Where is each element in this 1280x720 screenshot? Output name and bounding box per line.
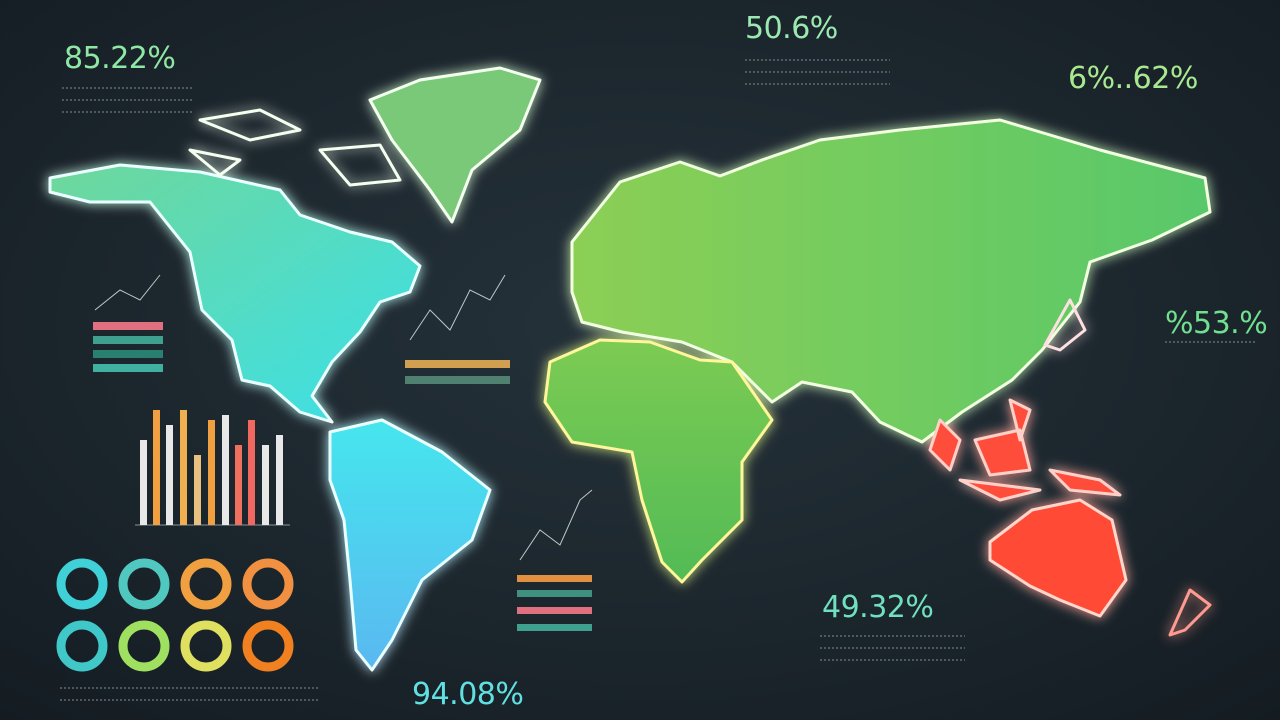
bar-chart — [135, 410, 290, 526]
stat-value: %53.% — [1165, 306, 1267, 341]
ring — [118, 620, 170, 672]
stat-value: 49.32% — [822, 590, 933, 625]
bar — [194, 455, 201, 525]
stat-value: 94.08% — [412, 677, 523, 712]
stat-value: 85.22% — [64, 41, 175, 76]
mini-panels — [60, 59, 1255, 701]
ring — [56, 620, 108, 672]
sparkline — [409, 274, 506, 341]
strip — [517, 624, 592, 631]
ring — [242, 620, 294, 672]
bar — [180, 410, 187, 525]
north-america — [48, 163, 422, 424]
ring — [56, 558, 108, 610]
strip — [93, 364, 163, 372]
southeast-asia — [928, 398, 1122, 502]
strip — [517, 575, 592, 582]
bar — [235, 445, 242, 525]
bar — [262, 445, 269, 525]
stat-labels: 85.22% 50.6% 6%..62% %53.% 49.32% 94.08% — [64, 11, 1268, 712]
japan — [1043, 298, 1087, 352]
ring — [180, 558, 232, 610]
south-america — [328, 418, 492, 672]
strip — [517, 590, 592, 597]
sparkline — [519, 489, 593, 561]
ring — [180, 620, 232, 672]
stat-value: 6%..62% — [1068, 61, 1198, 96]
bar — [276, 435, 283, 525]
new-zealand — [1168, 588, 1212, 637]
strip — [93, 336, 163, 344]
africa — [543, 338, 774, 584]
continents — [48, 66, 1212, 672]
bar — [208, 420, 215, 525]
rings — [56, 558, 294, 672]
arctic-islands — [188, 108, 402, 187]
strip — [405, 360, 510, 368]
ring — [118, 558, 170, 610]
bar — [248, 420, 255, 525]
bar — [153, 410, 160, 525]
australia — [988, 498, 1128, 618]
stat-value: 50.6% — [745, 11, 838, 46]
strip — [405, 376, 510, 384]
strip — [93, 350, 163, 358]
strip — [93, 322, 163, 330]
bar — [222, 415, 229, 525]
greenland — [368, 66, 542, 224]
ring — [242, 558, 294, 610]
bar — [140, 440, 147, 525]
strip — [517, 607, 592, 614]
bar — [166, 425, 173, 525]
sparkline — [94, 274, 161, 311]
